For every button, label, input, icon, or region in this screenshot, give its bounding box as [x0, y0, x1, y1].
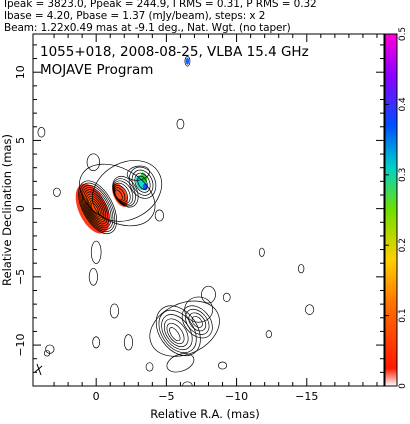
lobe-contour — [169, 327, 181, 342]
faint-contour — [176, 118, 185, 130]
jet-envelope-contour — [92, 160, 163, 222]
lobe-knot-contour — [185, 308, 210, 335]
faint-contour — [37, 126, 46, 138]
core-contour — [88, 198, 103, 219]
core-contour — [79, 182, 116, 233]
lobe-envelope-contour — [184, 296, 214, 323]
faint-contour — [88, 268, 98, 286]
faint-contour — [90, 240, 102, 264]
core-envelope-contour — [79, 163, 156, 227]
y-tick-label: 0 — [14, 205, 27, 212]
axis-ticks — [33, 34, 384, 386]
jet-knot-contour — [126, 165, 150, 181]
core-contour — [83, 189, 110, 227]
core-contour — [89, 200, 101, 217]
lobe-envelope-contour — [166, 353, 195, 373]
x-tick-label: 0 — [93, 390, 100, 403]
lobe-contour — [166, 322, 185, 345]
colorbar-tick-label: 0.3 — [398, 168, 408, 182]
faint-contour — [145, 362, 154, 372]
lobe-contour — [158, 309, 197, 354]
image-stats-line: Ipeak = 3823.0, Ppeak = 244.9, I RMS = 0… — [4, 0, 317, 10]
y-tick-label: −5 — [14, 269, 27, 285]
jet-knot-contour — [131, 169, 154, 196]
x-axis-label: Relative R.A. (mas) — [150, 407, 259, 421]
x-tick-label: −5 — [158, 390, 174, 403]
faint-contour — [265, 330, 273, 339]
colorbar-tick-label: 0.1 — [398, 308, 408, 322]
contour-base-line: Ibase = 4.20, Pbase = 1.37 (mJy/beam), s… — [4, 10, 266, 22]
faint-contour — [298, 264, 305, 274]
tick-labels: 0 −5 −10 −15 10 5 0 −5 −10 — [14, 65, 318, 403]
jet-knot-contour — [137, 175, 148, 190]
faint-contour — [182, 381, 193, 386]
colorbar-tick-label: 0.4 — [398, 97, 408, 112]
faint-contour — [217, 361, 228, 370]
colorbar-tick-label: 0 — [398, 383, 408, 389]
y-axis-label: Relative Declination (mas) — [0, 134, 14, 286]
y-tick-label: −10 — [14, 333, 27, 356]
colorbar-tick-label: 0.5 — [398, 27, 408, 41]
faint-contour — [92, 336, 101, 349]
y-tick-label: 5 — [14, 137, 27, 144]
jet-knot-contour — [134, 172, 151, 193]
y-tick-label: 10 — [14, 65, 27, 79]
faint-contour — [222, 292, 231, 302]
lobe-contour — [155, 305, 201, 357]
core-contour — [80, 184, 114, 231]
faint-contour — [86, 153, 101, 172]
beam-info-line: Beam: 1.22x0.49 mas at -9.1 deg., Nat. W… — [4, 22, 291, 34]
core-contour — [84, 191, 108, 225]
faint-contour — [258, 247, 265, 257]
faint-contour — [154, 209, 164, 222]
lobe-envelope-contour — [149, 300, 220, 357]
lobe-knot-contour — [181, 305, 213, 339]
inner-jet-contour — [112, 175, 139, 208]
lobe-contour — [163, 318, 189, 348]
colorbar — [384, 33, 398, 387]
beam-marker — [34, 363, 43, 376]
chart-title: 1055+018, 2008-08-25, VLBA 15.4 GHz — [40, 44, 309, 60]
x-tick-label: −15 — [295, 390, 318, 403]
contour-layer — [37, 56, 315, 386]
faint-contour — [123, 334, 134, 351]
colorbar-ticks: 0 0.1 0.2 0.3 0.4 0.5 — [385, 27, 408, 389]
faint-contour — [305, 304, 315, 315]
chart-subtitle: MOJAVE Program — [40, 62, 153, 78]
jet-knot-contour — [128, 166, 157, 199]
faint-contour — [43, 350, 51, 357]
faint-contour — [184, 56, 191, 67]
lobe-knot-contour — [191, 315, 203, 328]
core-contour — [78, 180, 117, 235]
faint-contour — [109, 303, 119, 319]
lobe-knot-contour — [188, 312, 207, 332]
core-contour — [85, 193, 107, 223]
lobe-envelope-contour — [201, 285, 216, 304]
faint-contour — [53, 187, 61, 197]
x-tick-label: −10 — [225, 390, 248, 403]
core-contour — [86, 195, 105, 221]
core-contour — [81, 187, 112, 229]
colorbar-tick-label: 0.2 — [398, 238, 408, 252]
polarization-patch — [185, 57, 190, 65]
